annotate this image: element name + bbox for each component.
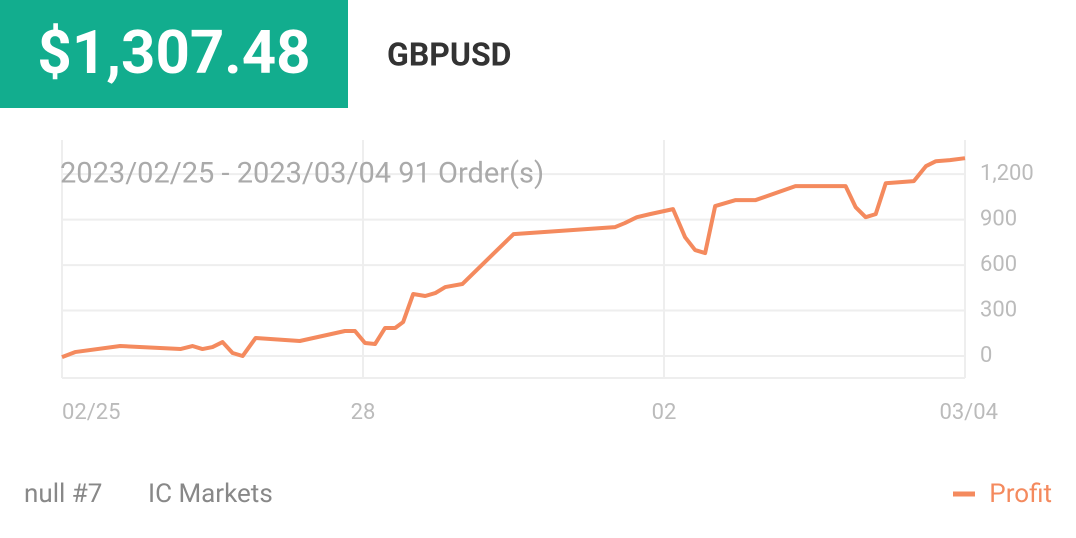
x-tick-label: 03/04	[939, 400, 998, 425]
balance-box	[0, 0, 348, 108]
symbol: GBPUSD	[387, 35, 511, 73]
account: null #7	[24, 479, 102, 509]
balance: $1,307.48	[37, 17, 310, 88]
y-tick-label: 1,200	[980, 161, 1034, 186]
chart-title: 2023/02/25 - 2023/03/04 91 Order(s)	[60, 157, 544, 191]
broker: IC Markets	[148, 479, 273, 509]
y-tick-label: 600	[980, 252, 1017, 277]
x-tick-label: 02/25	[62, 400, 121, 425]
profit-line	[61, 156, 966, 359]
chart: 0 300 600 900 1,200 02/25 28 02 03/04 2023/02/25 …	[60, 140, 1052, 509]
x-tick-label: 02	[652, 400, 677, 425]
y-tick-label: 300	[980, 297, 1017, 322]
legend-label: Profit	[989, 479, 1052, 509]
y-tick-label: 0	[980, 343, 992, 368]
x-tick-label: 28	[351, 400, 376, 425]
y-tick-label: 900	[980, 206, 1017, 231]
